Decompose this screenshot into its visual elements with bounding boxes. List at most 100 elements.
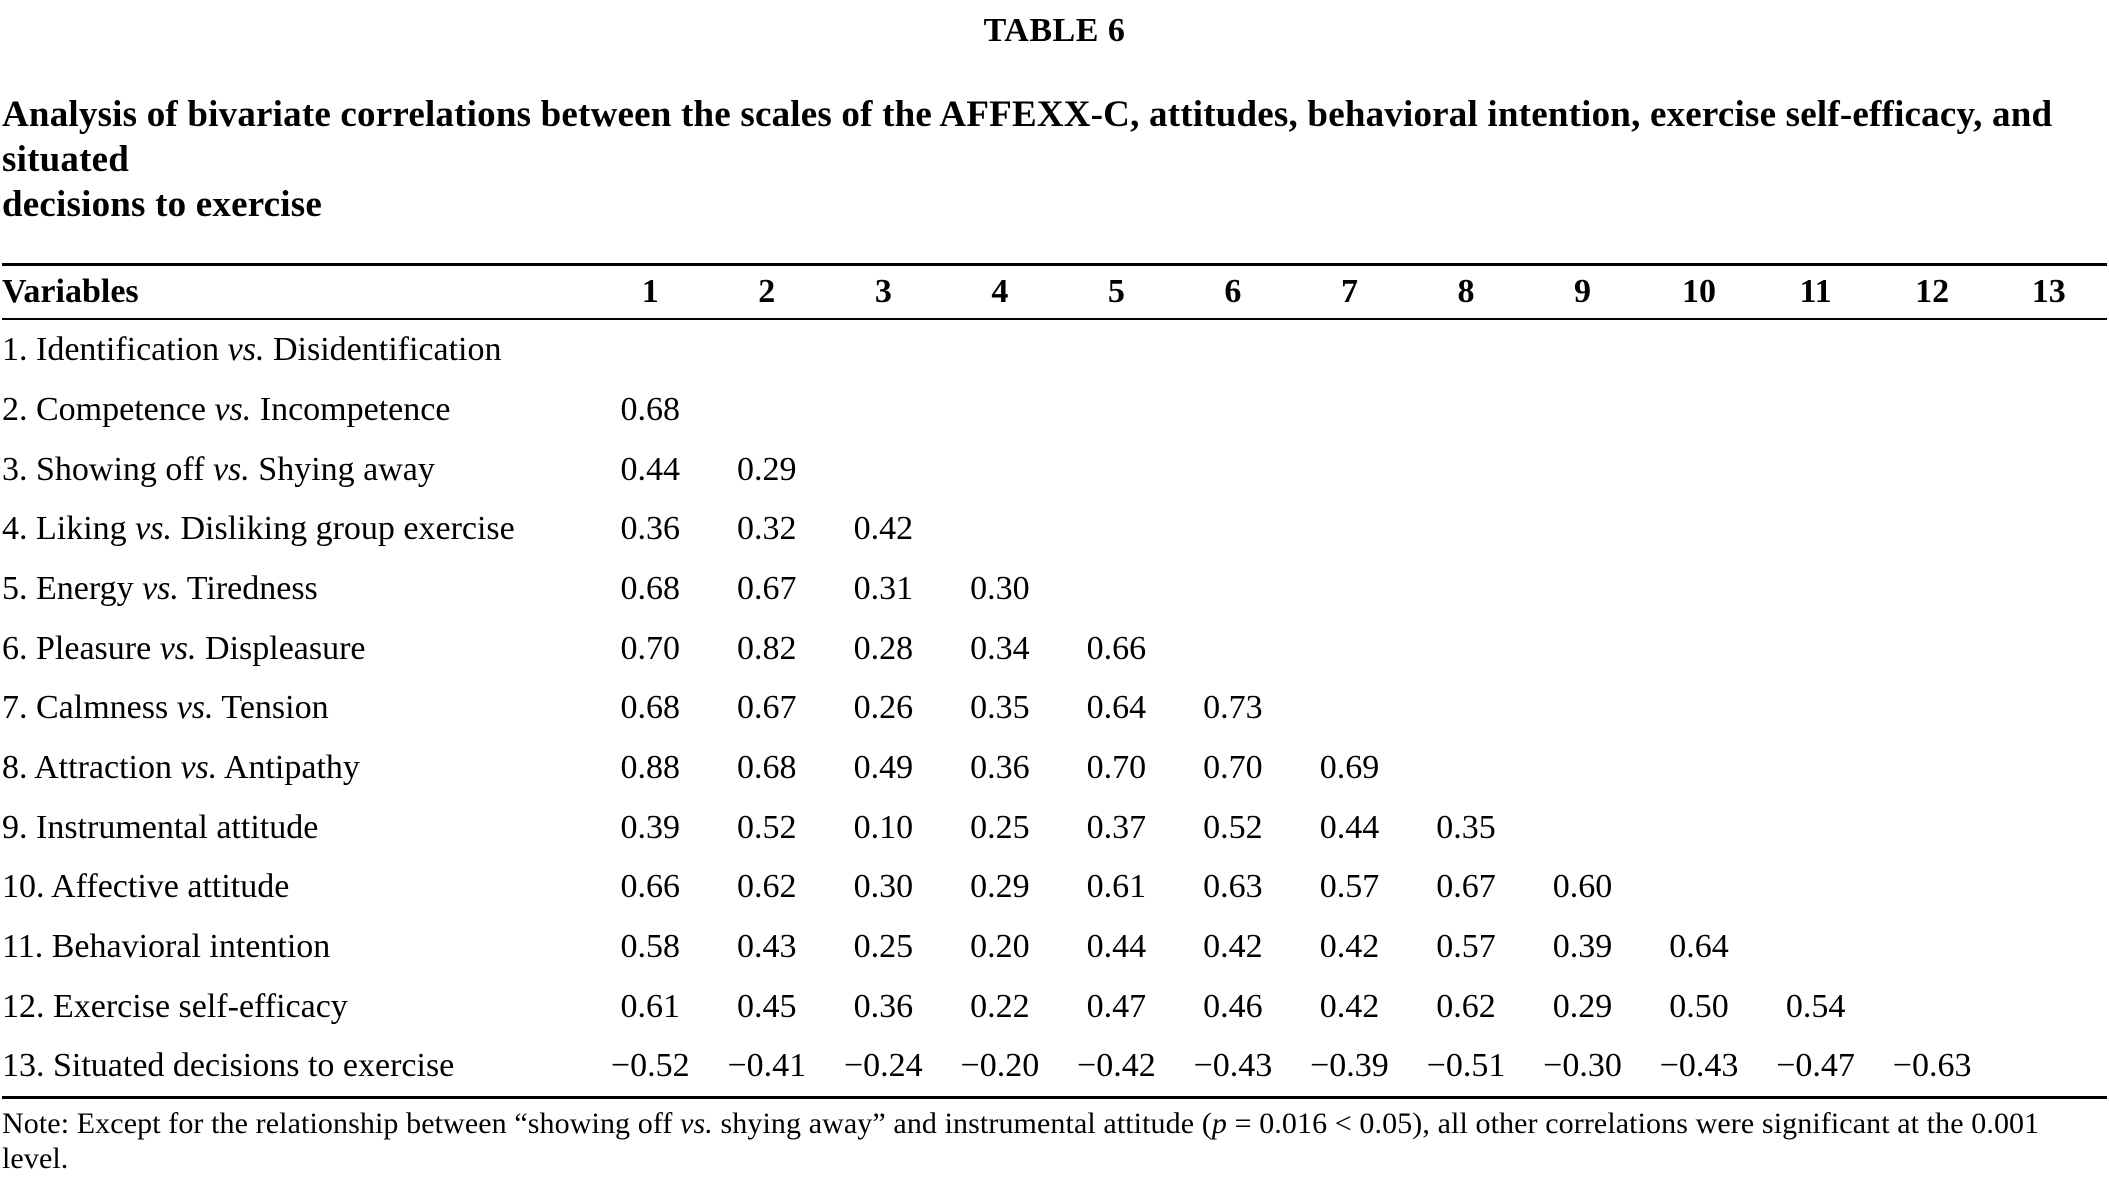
column-header-6: 6 — [1174, 264, 1292, 321]
correlation-value: 0.36 — [853, 987, 914, 1025]
correlation-value — [1641, 319, 1758, 380]
correlation-value — [1757, 319, 1874, 380]
variable-label-vs-italic: vs. — [135, 510, 172, 548]
table-row: 12. Exercise self-efficacy 0.61 0.45 0.36 0.… — [2, 977, 2107, 1037]
correlation-value: 0.10 — [853, 808, 914, 846]
column-header-11: 11 — [1757, 264, 1874, 321]
correlation-value: 0.63 — [1203, 868, 1263, 906]
correlation-value — [1990, 679, 2107, 739]
column-header-4: 4 — [941, 264, 1059, 321]
correlation-value — [1874, 319, 1991, 380]
correlation-value: 0.20 — [970, 928, 1030, 966]
correlation-value — [1058, 440, 1175, 500]
correlation-value: −0.20 — [960, 1047, 1040, 1085]
variable-label-text: Disliking group exercise — [172, 510, 515, 548]
correlation-value — [1990, 499, 2107, 559]
variable-label: 10. Affective attitude — [2, 858, 592, 918]
column-header-5: 5 — [1058, 264, 1175, 321]
correlation-value — [825, 440, 942, 500]
correlation-value — [1408, 319, 1525, 380]
variable-label-text: Tension — [213, 689, 329, 727]
correlation-value — [1291, 440, 1408, 500]
table-row: 9. Instrumental attitude 0.39 0.52 0.10 0.25… — [2, 798, 2107, 858]
correlation-value: 0.64 — [1086, 689, 1147, 727]
variable-label-text: 10. Affective attitude — [2, 868, 290, 906]
correlation-value: 0.42 — [1319, 987, 1380, 1025]
correlation-value — [1990, 319, 2107, 380]
variable-label-text: 6. Pleasure — [2, 629, 160, 667]
header-row: Variables 1 2 3 4 5 6 7 8 9 10 11 12 13 — [2, 264, 2107, 321]
correlation-value — [1990, 380, 2107, 440]
correlation-value — [1874, 380, 1991, 440]
correlation-value — [1757, 440, 1874, 500]
correlation-value — [1058, 380, 1175, 440]
correlation-value: 0.45 — [737, 987, 797, 1025]
correlation-value — [1641, 679, 1758, 739]
correlation-value — [1175, 619, 1292, 679]
table-row: 8. Attraction vs. Antipathy 0.88 0.68 0.49 0… — [2, 738, 2107, 798]
variable-label-text: 5. Energy — [2, 569, 143, 607]
correlation-value — [1524, 440, 1641, 500]
table-row: 3. Showing off vs. Shying away 0.44 0.29 — [2, 440, 2107, 500]
variable-label: 7. Calmness vs. Tension — [2, 679, 592, 739]
correlation-value — [1990, 977, 2107, 1037]
correlation-value: 0.67 — [1436, 868, 1496, 906]
variable-label-vs-italic: vs. — [142, 569, 179, 607]
correlation-value: −0.52 — [610, 1047, 690, 1085]
variable-label: 9. Instrumental attitude — [2, 798, 592, 858]
correlation-value — [1291, 619, 1408, 679]
correlation-value — [1408, 619, 1525, 679]
variable-label: 13. Situated decisions to exercise — [2, 1037, 592, 1098]
correlation-value — [1757, 559, 1874, 619]
correlation-value: 0.44 — [620, 450, 681, 488]
correlation-value — [1291, 319, 1408, 380]
correlation-value — [942, 440, 1059, 500]
variable-label-text: 7. Calmness — [2, 689, 177, 727]
correlation-value: 0.25 — [853, 928, 914, 966]
variable-label-vs-italic: vs. — [159, 629, 197, 667]
correlation-value: −0.42 — [1077, 1047, 1156, 1085]
variable-label-vs-italic: vs. — [227, 331, 265, 369]
table-number-label: TABLE 6 — [983, 12, 1126, 49]
correlation-value — [1524, 738, 1641, 798]
correlation-value — [1524, 619, 1641, 679]
correlation-value: 0.46 — [1203, 987, 1263, 1025]
correlation-value: 0.31 — [853, 569, 914, 607]
correlation-value — [1175, 499, 1292, 559]
correlation-value: 0.30 — [970, 569, 1030, 607]
correlation-value — [825, 380, 942, 440]
variable-label-text: Displeasure — [196, 629, 366, 667]
correlation-value: −0.24 — [843, 1047, 923, 1085]
correlation-value: −0.51 — [1426, 1047, 1506, 1085]
correlation-value: 0.68 — [620, 689, 681, 727]
variable-label-text: 3. Showing off — [2, 450, 213, 488]
correlation-value — [1291, 679, 1408, 739]
variables-column-header: Variables — [2, 264, 592, 321]
correlation-value: −0.41 — [727, 1047, 807, 1085]
correlation-value: 0.26 — [853, 689, 914, 727]
correlation-value: 0.70 — [1086, 749, 1147, 787]
correlation-value — [1175, 559, 1292, 619]
correlation-value — [1641, 499, 1758, 559]
correlation-value: 0.70 — [1203, 749, 1263, 787]
correlation-value: 0.62 — [1436, 987, 1496, 1025]
variable-label: 12. Exercise self-efficacy — [2, 977, 592, 1037]
correlation-value — [1058, 319, 1175, 380]
correlation-value: 0.61 — [620, 987, 681, 1025]
table-row: 4. Liking vs. Disliking group exercise 0.… — [2, 499, 2107, 559]
correlation-value — [1641, 559, 1758, 619]
correlation-value — [1874, 858, 1991, 918]
correlation-value: 0.66 — [620, 868, 681, 906]
correlation-value — [1524, 319, 1641, 380]
table-row: 6. Pleasure vs. Displeasure 0.70 0.82 0.28 0… — [2, 619, 2107, 679]
variable-label-text: 13. Situated decisions to exercise — [2, 1047, 455, 1085]
table-row: 7. Calmness vs. Tension 0.68 0.67 0.26 0.35 0… — [2, 679, 2107, 739]
correlation-value — [1990, 917, 2107, 977]
correlation-value: 0.66 — [1086, 629, 1147, 667]
correlation-value — [1874, 440, 1991, 500]
variable-label-text: 8. Attraction — [2, 749, 181, 787]
correlation-value: −0.43 — [1193, 1047, 1273, 1085]
correlation-value: 0.68 — [737, 749, 797, 787]
table-row: 10. Affective attitude 0.66 0.62 0.30 0.29 0.… — [2, 858, 2107, 918]
correlation-value — [1874, 917, 1991, 977]
